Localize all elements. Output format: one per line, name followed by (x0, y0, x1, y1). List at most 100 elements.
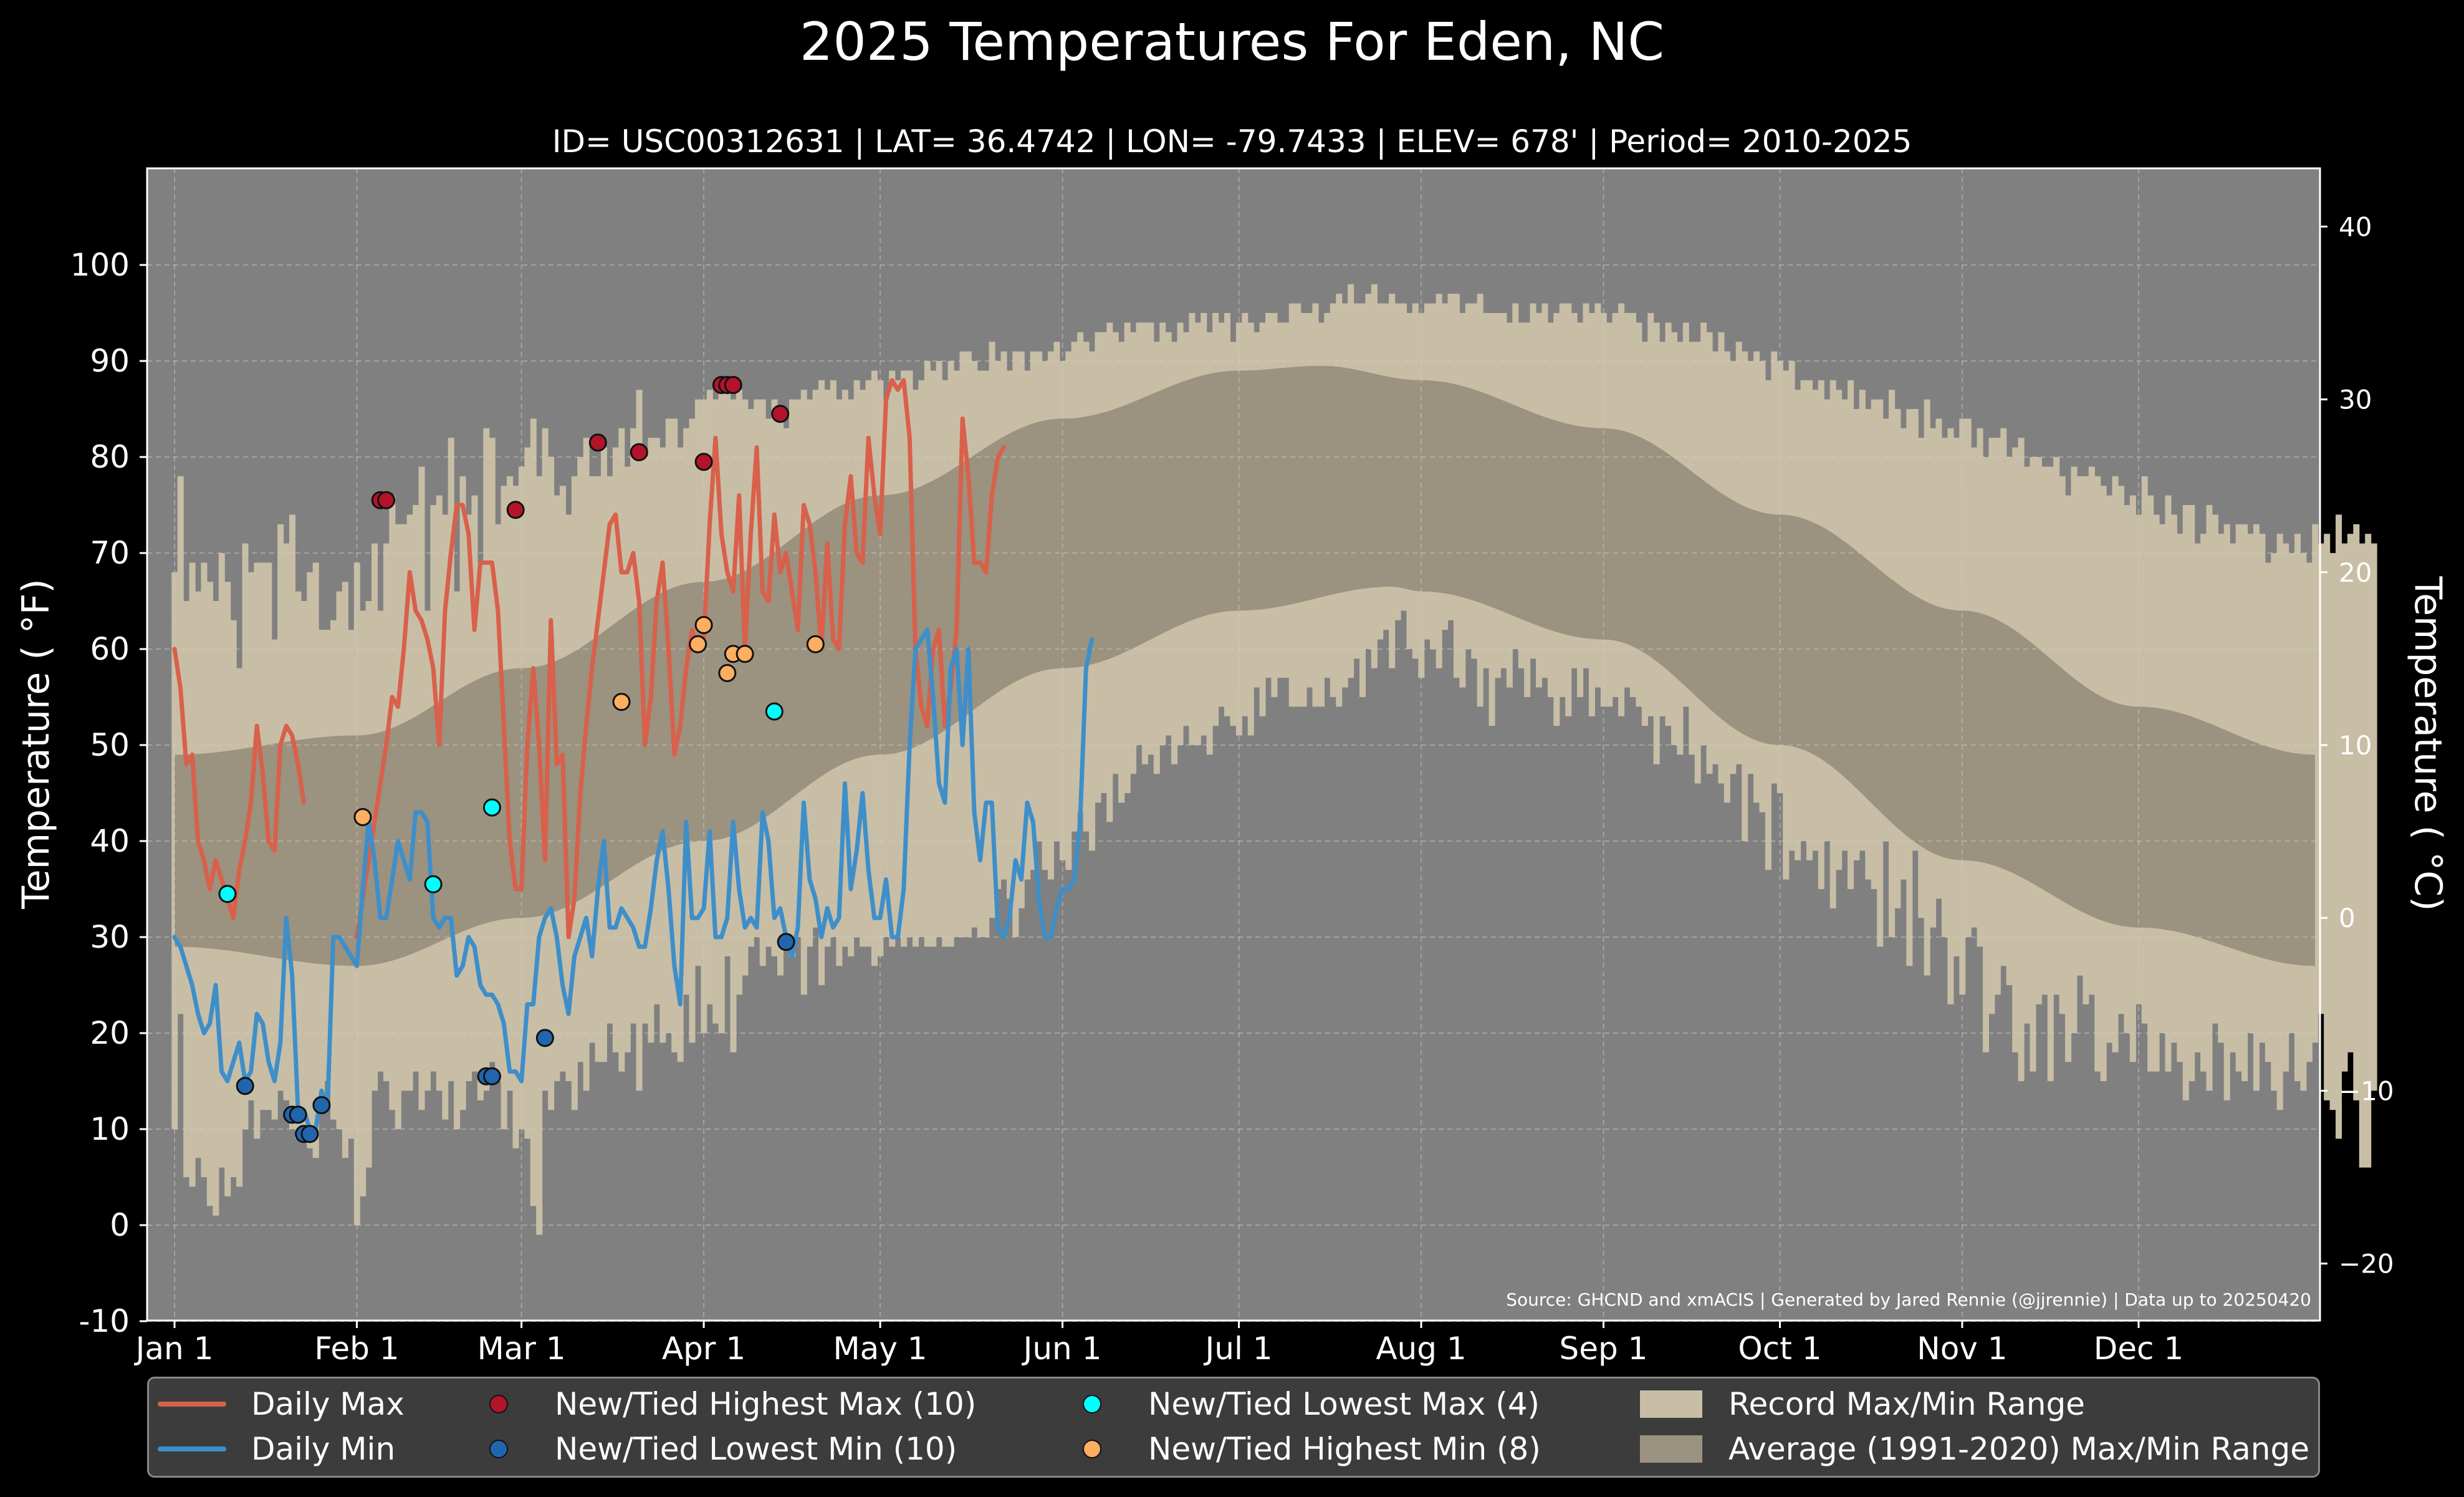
record-marker (771, 405, 790, 423)
record-range-bar (2341, 543, 2348, 1072)
legend-item-lowest-max: New/Tied Lowest Max (4) (1053, 1386, 1540, 1422)
chart-title: 2025 Temperatures For Eden, NC (799, 11, 1665, 72)
record-range-bar (2347, 534, 2354, 1052)
daily-max-line (172, 647, 306, 920)
legend-label: New/Tied Highest Max (10) (555, 1386, 977, 1422)
y-tick-label-right: 30 (2339, 385, 2372, 415)
x-tick-label: Jul 1 (1204, 1331, 1273, 1367)
y-tick-label: 70 (90, 535, 130, 571)
record-range-bar (2353, 524, 2360, 1100)
legend-label: Record Max/Min Range (1728, 1386, 2085, 1422)
y-tick-label: 0 (110, 1207, 130, 1243)
legend-swatch (1640, 1435, 1702, 1463)
record-marker (312, 1096, 331, 1114)
y-tick-label: 80 (90, 439, 130, 475)
y-tick-label: 10 (90, 1111, 130, 1147)
y-tick-label: 20 (90, 1015, 130, 1051)
x-tick-label: Oct 1 (1738, 1331, 1821, 1367)
average-range-area (175, 365, 2315, 966)
chart-subtitle: ID= USC00312631 | LAT= 36.4742 | LON= -7… (552, 123, 1912, 160)
x-tick-label: Apr 1 (662, 1331, 745, 1367)
record-marker (777, 933, 795, 951)
x-tick-label: Mar 1 (477, 1331, 566, 1367)
record-range-bar (2324, 534, 2331, 1100)
x-tick-label: Aug 1 (1376, 1331, 1466, 1367)
record-marker (482, 798, 501, 817)
y-axis-label-left: Temperature ( °F) (14, 579, 58, 909)
legend-item-highest-min: New/Tied Highest Min (8) (1053, 1431, 1541, 1467)
y-tick-label: 50 (90, 727, 130, 763)
legend-label: New/Tied Lowest Max (4) (1148, 1386, 1540, 1422)
record-marker (300, 1125, 319, 1143)
record-marker (506, 501, 525, 519)
legend-swatch (1083, 1440, 1101, 1458)
record-range-bar (2312, 524, 2319, 1043)
record-range-bar (2329, 553, 2336, 1110)
record-marker (718, 664, 737, 682)
record-marker (482, 1067, 501, 1085)
legend-swatch (158, 1402, 226, 1407)
legend-label: Daily Max (251, 1386, 405, 1422)
legend-swatch (1640, 1390, 1702, 1418)
x-tick-label: Nov 1 (1917, 1331, 2007, 1367)
legend-item-daily-max: Daily Max (158, 1386, 405, 1422)
legend-swatch (489, 1395, 508, 1413)
record-range-bar (2318, 543, 2324, 1014)
record-marker (377, 491, 396, 509)
legend-item-highest-max: New/Tied Highest Max (10) (459, 1386, 976, 1422)
x-tick-label: Feb 1 (314, 1331, 399, 1367)
y-axis-ticks-left: -10 0 10 20 30 40 50 60 70 80 90 100 (70, 247, 147, 1339)
record-range-bar (2371, 543, 2377, 1091)
record-marker (689, 635, 707, 653)
record-marker (236, 1077, 254, 1095)
record-marker (588, 433, 607, 452)
y-tick-label-right: 40 (2339, 211, 2372, 242)
record-range-bar (2336, 514, 2342, 1139)
y-tick-label: 30 (90, 919, 130, 955)
record-range-bar (177, 476, 184, 1014)
y-tick-label-right: 0 (2339, 903, 2356, 933)
record-marker (694, 616, 713, 634)
source-note: Source: GHCND and xmACIS | Generated by … (1506, 1289, 2311, 1310)
legend-label: Daily Min (251, 1431, 396, 1467)
y-tick-label-right: 10 (2339, 730, 2372, 761)
legend-label: Average (1991-2020) Max/Min Range (1728, 1431, 2309, 1467)
legend-label: New/Tied Highest Min (8) (1148, 1431, 1541, 1467)
y-tick-label-right: 20 (2339, 557, 2372, 588)
y-tick-label: 90 (90, 343, 130, 379)
y-axis-ticks-right: −20 −10 0 10 20 30 40 (2320, 211, 2394, 1279)
legend-label: New/Tied Lowest Min (10) (555, 1431, 957, 1467)
record-marker (424, 875, 443, 893)
y-tick-label: -10 (79, 1303, 130, 1339)
record-marker (612, 693, 631, 711)
y-tick-label: 40 (90, 823, 130, 859)
record-range-bar (2365, 534, 2372, 1168)
legend-item-lowest-min: New/Tied Lowest Min (10) (459, 1431, 957, 1467)
record-marker (736, 645, 754, 663)
record-marker (694, 453, 713, 471)
y-tick-label: 60 (90, 631, 130, 667)
record-marker (353, 808, 372, 826)
legend-swatch (1083, 1395, 1101, 1413)
y-tick-label-right: −10 (2339, 1076, 2394, 1106)
record-marker (289, 1105, 307, 1124)
chart-legend: Daily Max Daily Min New/Tied Highest Max… (147, 1377, 2320, 1478)
y-tick-label: 100 (70, 247, 130, 283)
daily-max-line (355, 378, 1006, 940)
y-tick-label-right: −20 (2339, 1249, 2394, 1279)
legend-item-average-range: Average (1991-2020) Max/Min Range (1640, 1431, 2309, 1467)
record-marker (724, 376, 742, 394)
record-markers (218, 376, 825, 1143)
legend-item-record-range: Record Max/Min Range (1640, 1386, 2085, 1422)
y-axis-label-right: Temperature ( °C) (2406, 576, 2450, 912)
x-tick-label: Jun 1 (1022, 1331, 1102, 1367)
legend-item-daily-min: Daily Min (158, 1431, 395, 1467)
record-marker (765, 702, 784, 721)
x-tick-label: Sep 1 (1560, 1331, 1648, 1367)
x-tick-label: Dec 1 (2094, 1331, 2184, 1367)
legend-swatch (489, 1440, 508, 1458)
record-marker (218, 885, 237, 903)
x-axis-ticks: Jan 1 Feb 1 Mar 1 Apr 1 May 1 Jun 1 Jul 1 Aug 1… (134, 1321, 2184, 1367)
average-range-band (175, 365, 2315, 966)
